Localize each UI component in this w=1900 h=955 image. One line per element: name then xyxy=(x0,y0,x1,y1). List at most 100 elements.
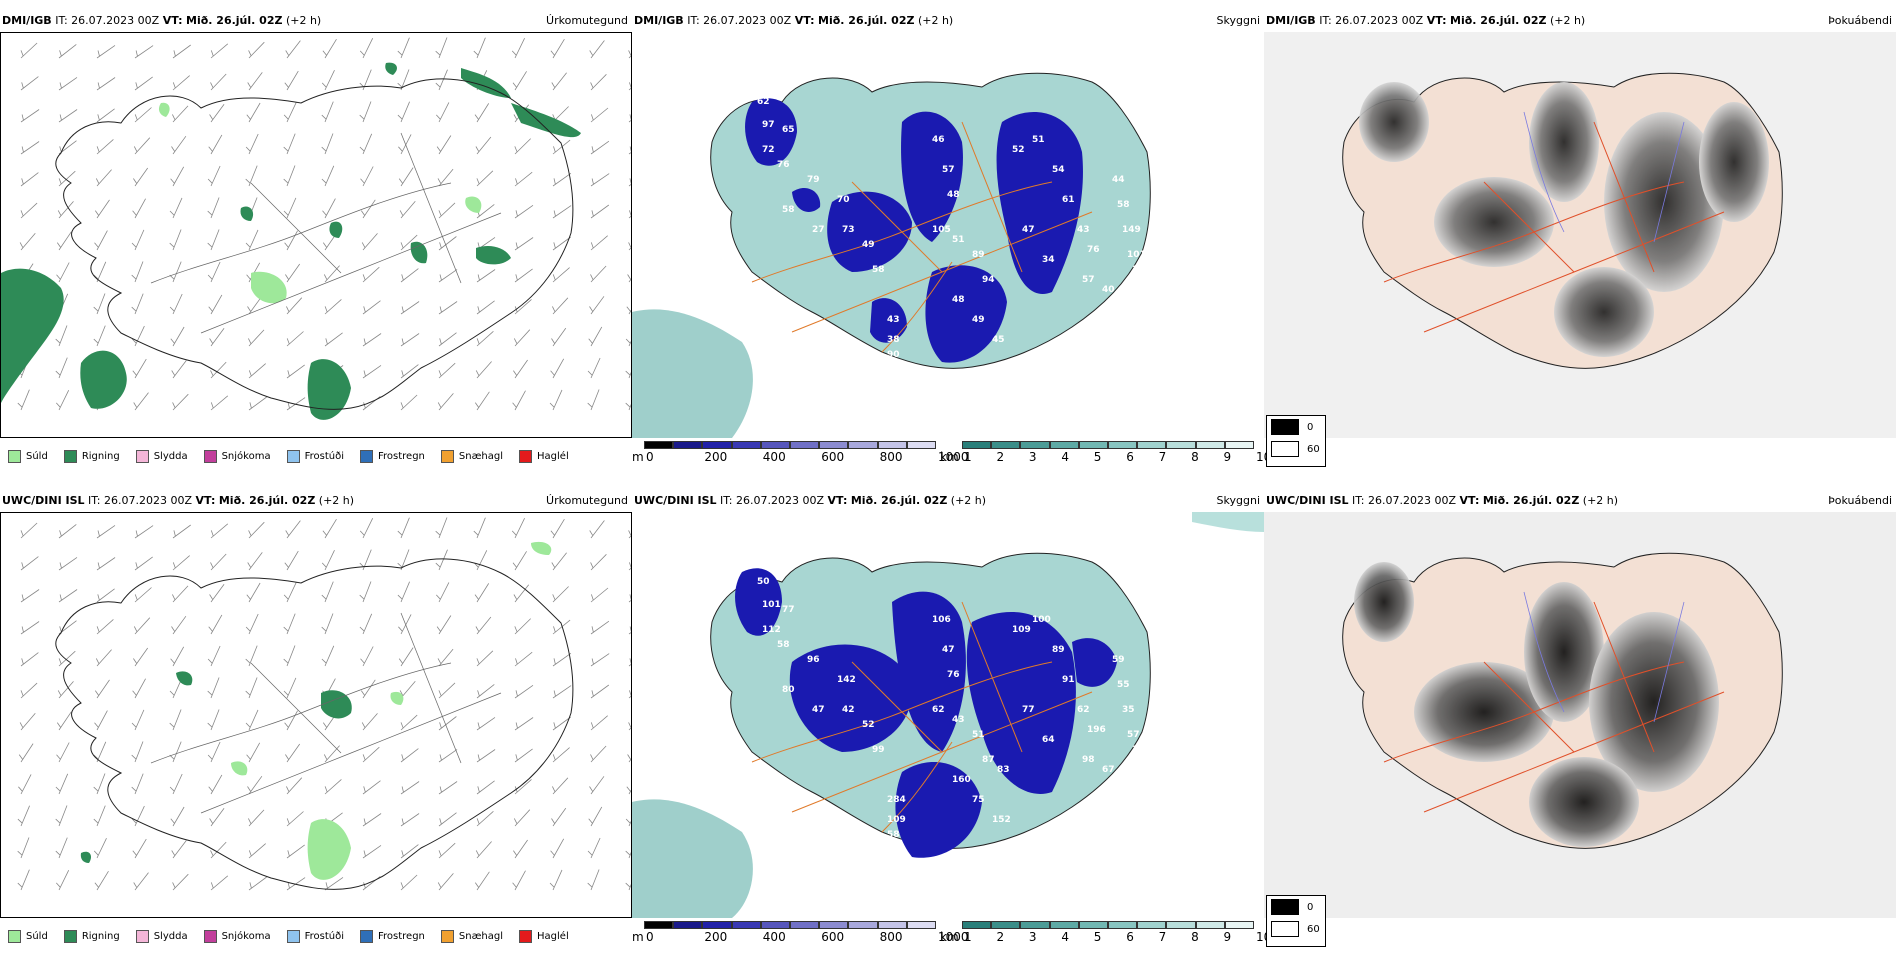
visibility-panel-row2: UWC/DINI ISL IT: 26.07.2023 00Z VT: Mið.… xyxy=(632,490,1271,955)
wind-barb xyxy=(170,806,185,827)
iceland-outline xyxy=(55,78,574,410)
colorbar-tick: 800 xyxy=(879,930,903,944)
wind-barb xyxy=(321,70,335,91)
wind-barb xyxy=(19,713,36,731)
wind-barb xyxy=(514,717,534,731)
wind-barb xyxy=(131,325,145,347)
wind-barb xyxy=(627,754,631,763)
wind-barb xyxy=(590,653,610,667)
wind-barb xyxy=(58,109,78,123)
colorbar-tick: 0 xyxy=(646,450,654,464)
colorbar-segment xyxy=(1166,441,1196,449)
wind-barb xyxy=(20,141,40,155)
cloud-base-value: 94 xyxy=(982,275,995,285)
cloud-base-value: 65 xyxy=(782,125,795,135)
wind-barb xyxy=(248,396,267,411)
wind-barb xyxy=(588,806,603,827)
roads xyxy=(751,121,1093,353)
visibility-map: 50 101 77 112 58 96 80 47 142 42 52 99 284 109 58 106 47… xyxy=(632,512,1264,918)
cloud-base-value: 47 xyxy=(1022,225,1035,235)
wind-barb xyxy=(210,395,229,411)
cloud-base-value: 58 xyxy=(1117,200,1130,210)
fog-legend-row: 0 xyxy=(1271,896,1325,918)
wind-barb xyxy=(324,299,342,315)
colorbar-segment xyxy=(702,921,732,929)
wind-barb xyxy=(284,70,299,91)
wind-barb xyxy=(322,198,336,219)
wind-barb xyxy=(476,717,496,731)
wind-barb xyxy=(248,809,265,827)
legend-swatch xyxy=(286,929,300,943)
legend-swatch xyxy=(203,449,217,463)
it-value: 26.07.2023 00Z xyxy=(703,14,792,27)
legend-label: Haglél xyxy=(537,450,569,462)
vt-label: VT: xyxy=(195,494,216,507)
wind-barb xyxy=(435,517,448,539)
wind-barb xyxy=(628,594,631,603)
wind-barb xyxy=(550,518,565,539)
wind-barb xyxy=(93,293,106,315)
legend-item: Frostregn xyxy=(360,929,425,943)
colorbar-segment xyxy=(760,921,790,929)
colorbar-segment xyxy=(731,441,761,449)
vt-label: VT: xyxy=(794,14,815,27)
wind-barb xyxy=(93,325,106,347)
wind-barb xyxy=(133,617,151,635)
wind-barb xyxy=(94,710,108,731)
cloud-base-value: 75 xyxy=(972,795,985,805)
wind-barb xyxy=(56,742,70,763)
wind-barb xyxy=(550,358,565,379)
cloud-base-value: 101 xyxy=(762,600,781,610)
wind-barb xyxy=(476,331,494,347)
wind-barb xyxy=(18,774,32,795)
legend-item: Snjókoma xyxy=(203,449,271,463)
colorbar-segment xyxy=(731,921,761,929)
wind-barb xyxy=(551,327,567,347)
fog-label: 0 xyxy=(1307,421,1314,433)
lead-time: (+2 h) xyxy=(1549,14,1586,27)
legend-label: Súld xyxy=(26,930,48,942)
wind-barb xyxy=(475,841,492,859)
it-label: IT: xyxy=(720,494,733,507)
wind-barb xyxy=(400,874,418,891)
wind-barb xyxy=(321,133,334,155)
legend-item: Súld xyxy=(8,449,48,463)
cloud-base-value: 76 xyxy=(947,670,960,680)
legend-label: Snjókoma xyxy=(221,930,271,942)
wind-barb xyxy=(513,584,530,603)
cloud-base-value: 49 xyxy=(972,315,985,325)
fog-map xyxy=(1264,32,1896,438)
wind-barb xyxy=(397,37,410,59)
wind-barb xyxy=(131,805,145,827)
cloud-base-value: 87 xyxy=(982,755,995,765)
cloud-base-value: 139 xyxy=(1132,265,1151,275)
cloud-base-value: 67 xyxy=(1102,765,1115,775)
wind-barb xyxy=(362,266,380,283)
wind-barb xyxy=(286,844,305,859)
colorbar-segment xyxy=(991,921,1021,929)
roads xyxy=(1383,121,1725,333)
wind-barb xyxy=(360,646,374,667)
wind-barb xyxy=(207,741,221,763)
wind-barb xyxy=(95,169,112,187)
cloud-base-value: 54 xyxy=(1052,165,1065,175)
wind-barb xyxy=(552,619,571,635)
wind-barb xyxy=(512,390,526,411)
colorbar-unit: m xyxy=(632,450,644,464)
wind-barb xyxy=(20,682,38,699)
colorbar-segment xyxy=(1166,921,1196,929)
wind-barb xyxy=(400,234,418,251)
wind-barb xyxy=(133,392,149,411)
wind-barb xyxy=(208,134,223,155)
wind-barb xyxy=(210,43,229,59)
wind-barb xyxy=(361,713,378,731)
wind-barb xyxy=(283,581,297,603)
wind-barb xyxy=(514,299,532,315)
cloud-base-value: 77 xyxy=(1022,705,1035,715)
wind-barb xyxy=(549,389,563,411)
wind-barb xyxy=(321,645,335,667)
wind-barb xyxy=(362,333,382,347)
wind-barb xyxy=(322,518,337,539)
model-name: UWC/DINI ISL xyxy=(2,494,85,507)
wind-barb xyxy=(436,135,452,155)
